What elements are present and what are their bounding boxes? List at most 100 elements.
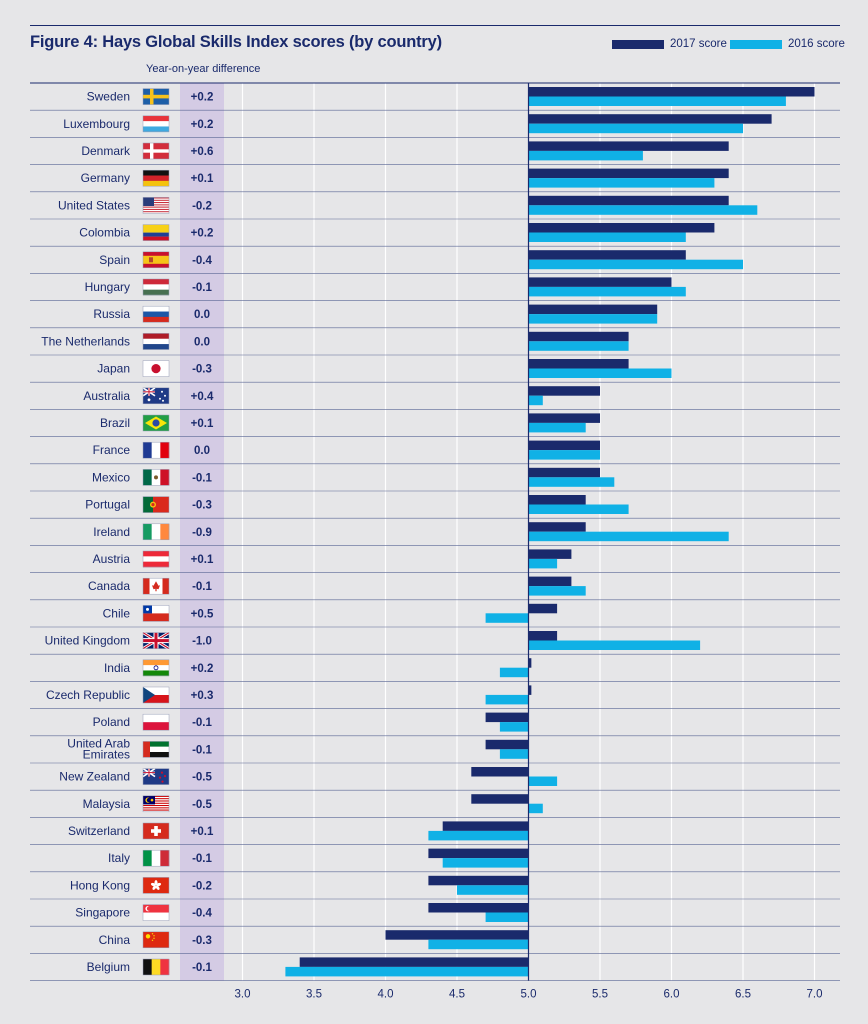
yoy-difference-france: 0.0 <box>194 445 210 457</box>
united-states-flag-icon <box>142 197 170 214</box>
italy-flag-icon <box>142 849 170 867</box>
denmark-flag-icon <box>142 142 170 160</box>
bar-2017-united-arab-emirates <box>485 739 529 750</box>
brazil-flag-icon <box>142 414 170 432</box>
bar-2016-russia <box>528 314 658 324</box>
country-label-ireland: Ireland <box>93 525 130 539</box>
bar-2016-mexico <box>528 477 615 487</box>
singapore-flag-icon <box>142 904 170 921</box>
x-tick-label: 6.0 <box>664 989 680 1001</box>
yoy-difference-czech-republic: +0.3 <box>191 690 214 702</box>
hungary-flag-icon <box>142 278 170 296</box>
bar-2017-hungary <box>528 277 672 287</box>
ireland-flag-icon <box>142 523 170 541</box>
yoy-column-heading: Year-on-year difference <box>146 63 261 75</box>
bar-2017-colombia <box>528 223 715 233</box>
netherlands-flag-icon <box>142 333 170 350</box>
bar-2016-luxembourg <box>528 123 743 134</box>
bar-2016-canada <box>528 586 586 596</box>
yoy-difference-japan: -0.3 <box>192 364 212 376</box>
uae-flag-icon <box>142 741 170 758</box>
yoy-difference-new-zealand: -0.5 <box>192 772 212 784</box>
belgium-flag-icon <box>142 958 170 976</box>
czech-republic-flag-icon <box>142 686 170 704</box>
bar-2017-spain <box>528 250 686 260</box>
yoy-difference-united-arab-emirates: -0.1 <box>192 744 212 756</box>
yoy-difference-the-netherlands: 0.0 <box>194 336 210 348</box>
bar-2016-brazil <box>528 422 586 433</box>
bar-2016-ireland <box>528 531 729 542</box>
yoy-difference-india: +0.2 <box>191 663 214 675</box>
bar-2017-russia <box>528 304 658 315</box>
country-label-chile: Chile <box>103 606 131 620</box>
country-label-united-kingdom: United Kingdom <box>45 634 130 648</box>
yoy-difference-russia: 0.0 <box>194 309 210 321</box>
bar-2016-spain <box>528 259 743 270</box>
bar-2016-hungary <box>528 286 686 297</box>
bar-2016-sweden <box>528 96 786 106</box>
bar-2016-france <box>528 450 600 460</box>
legend-label-2017: 2017 score <box>670 38 727 50</box>
bar-2016-denmark <box>528 150 643 161</box>
yoy-difference-portugal: -0.3 <box>192 500 212 512</box>
bar-2017-denmark <box>528 141 729 151</box>
bar-2017-australia <box>528 386 600 396</box>
yoy-difference-luxembourg: +0.2 <box>191 119 214 131</box>
bar-2016-italy <box>442 858 529 868</box>
india-flag-icon <box>142 659 170 677</box>
yoy-difference-italy: -0.1 <box>192 853 212 865</box>
country-label-poland: Poland <box>93 715 130 729</box>
canada-flag-icon <box>142 577 170 595</box>
country-label-the-netherlands: The Netherlands <box>41 334 130 348</box>
country-label-sweden: Sweden <box>87 90 130 104</box>
yoy-difference-china: -0.3 <box>192 935 212 947</box>
yoy-difference-sweden: +0.2 <box>191 92 214 104</box>
bar-2017-ireland <box>528 522 586 532</box>
bar-2017-poland <box>485 712 529 723</box>
yoy-difference-brazil: +0.1 <box>191 418 214 430</box>
x-tick-label: 4.0 <box>378 989 394 1001</box>
chart-title: Figure 4: Hays Global Skills Index score… <box>30 33 442 51</box>
bar-2017-malaysia <box>471 794 529 804</box>
country-label-hong-kong: Hong Kong <box>70 878 130 892</box>
x-tick-label: 5.5 <box>592 989 608 1001</box>
new-zealand-flag-icon <box>142 767 170 785</box>
yoy-difference-spain: -0.4 <box>192 255 212 267</box>
legend-item-2017: 2017 score <box>612 37 727 51</box>
bar-2017-portugal <box>528 495 586 505</box>
country-label-italy: Italy <box>108 851 130 865</box>
x-tick-label: 6.5 <box>735 989 751 1001</box>
country-label-united-states: United States <box>58 198 130 212</box>
country-label-switzerland: Switzerland <box>68 824 130 838</box>
germany-flag-icon <box>142 169 170 187</box>
bar-2016-colombia <box>528 232 686 242</box>
yoy-difference-australia: +0.4 <box>191 391 214 403</box>
sweden-flag-icon <box>142 88 170 105</box>
yoy-difference-mexico: -0.1 <box>192 472 212 484</box>
country-label-czech-republic: Czech Republic <box>46 688 130 702</box>
bar-2016-malaysia <box>528 803 543 814</box>
country-label-singapore: Singapore <box>75 906 130 920</box>
bar-2016-united-kingdom <box>528 640 701 650</box>
yoy-difference-hungary: -0.1 <box>192 282 212 294</box>
country-label-australia: Australia <box>83 389 130 403</box>
bar-2016-the-netherlands <box>528 341 629 351</box>
bar-2016-chile <box>485 613 529 623</box>
country-label-china: China <box>99 933 131 947</box>
mexico-flag-icon <box>142 469 170 486</box>
bar-2017-luxembourg <box>528 114 772 124</box>
austria-flag-icon <box>142 550 170 568</box>
country-label-luxembourg: Luxembourg <box>63 117 130 131</box>
country-label-france: France <box>93 443 131 457</box>
poland-flag-icon <box>142 713 170 731</box>
bar-2017-canada <box>528 576 572 587</box>
x-tick-label: 7.0 <box>807 989 823 1001</box>
x-tick-label: 3.5 <box>306 989 322 1001</box>
yoy-difference-chile: +0.5 <box>191 608 214 620</box>
bar-2016-austria <box>528 558 558 569</box>
yoy-column-background <box>180 83 224 981</box>
bar-2017-india <box>528 658 532 668</box>
bar-2016-czech-republic <box>485 694 529 705</box>
country-label-russia: Russia <box>93 307 130 321</box>
legend-swatch-2017 <box>612 39 664 49</box>
